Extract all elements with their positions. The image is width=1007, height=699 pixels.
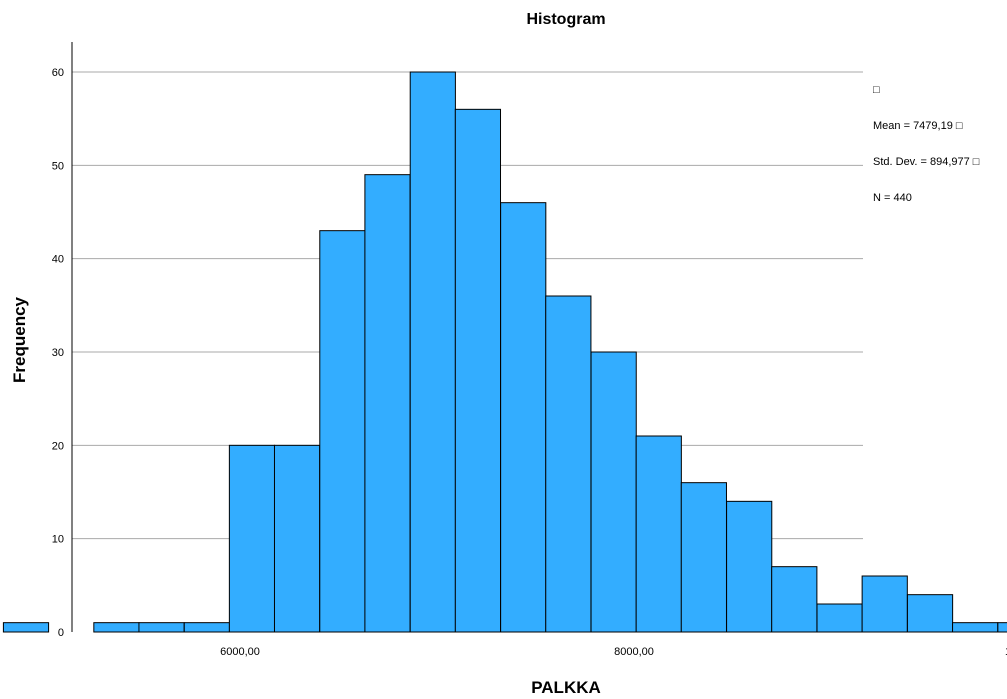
histogram-bar [726, 500, 773, 633]
histogram-bar [545, 295, 592, 633]
chart-title: Histogram [526, 11, 605, 28]
y-tick-label: 50 [52, 160, 64, 172]
histogram-bar [816, 603, 863, 633]
histogram-bar [635, 435, 682, 633]
histogram-bar [2, 622, 50, 633]
y-tick-label: 0 [58, 627, 64, 639]
histogram-bar [319, 230, 366, 633]
y-axis-title: Frequency [10, 296, 29, 383]
mean-value: 7479,19 [913, 120, 953, 132]
y-tick-label: 40 [52, 254, 64, 266]
histogram-bar [273, 444, 321, 633]
stats-std: Std. Dev. = 894,977 □ [873, 156, 980, 168]
histogram-bar [952, 622, 999, 633]
histogram-bar [861, 575, 908, 633]
x-axis-title: PALKKA [531, 678, 601, 697]
x-tick-label: 8000,00 [614, 646, 654, 658]
x-tick-label: 6000,00 [220, 646, 260, 658]
histogram-bar [997, 622, 1007, 633]
mean-label: Mean = [873, 120, 914, 132]
x-tick-label: 10000,00 [1005, 646, 1007, 658]
std-label: Std. Dev. = [873, 156, 930, 168]
y-tick-label: 10 [52, 534, 64, 546]
histogram-bar [364, 174, 411, 633]
stats-mean: Mean = 7479,19 □ [873, 120, 963, 132]
y-tick-label: 60 [52, 67, 64, 79]
histogram-bar [183, 622, 230, 633]
histogram-bar [454, 108, 502, 633]
stats-n: N = 440 [873, 192, 912, 204]
histogram-bar [906, 594, 954, 633]
stats-spacer: □ [873, 84, 880, 96]
histogram-bar [228, 444, 276, 633]
histogram-bar [771, 566, 818, 633]
y-tick-label: 20 [52, 440, 64, 452]
histogram-bar [500, 202, 547, 633]
stats-legend: □ Mean = 7479,19 □ Std. Dev. = 894,977 □… [873, 60, 979, 216]
y-tick-labels: 0 10 20 30 40 50 60 [52, 67, 64, 639]
histogram-bar [138, 622, 185, 633]
histogram-bar [680, 482, 727, 633]
histogram-bars [2, 71, 1007, 633]
histogram-bar [590, 351, 637, 633]
std-value: 894,977 [929, 156, 970, 168]
histogram-bar [409, 71, 456, 633]
histogram-bar [93, 622, 140, 633]
y-tick-label: 30 [52, 347, 64, 359]
